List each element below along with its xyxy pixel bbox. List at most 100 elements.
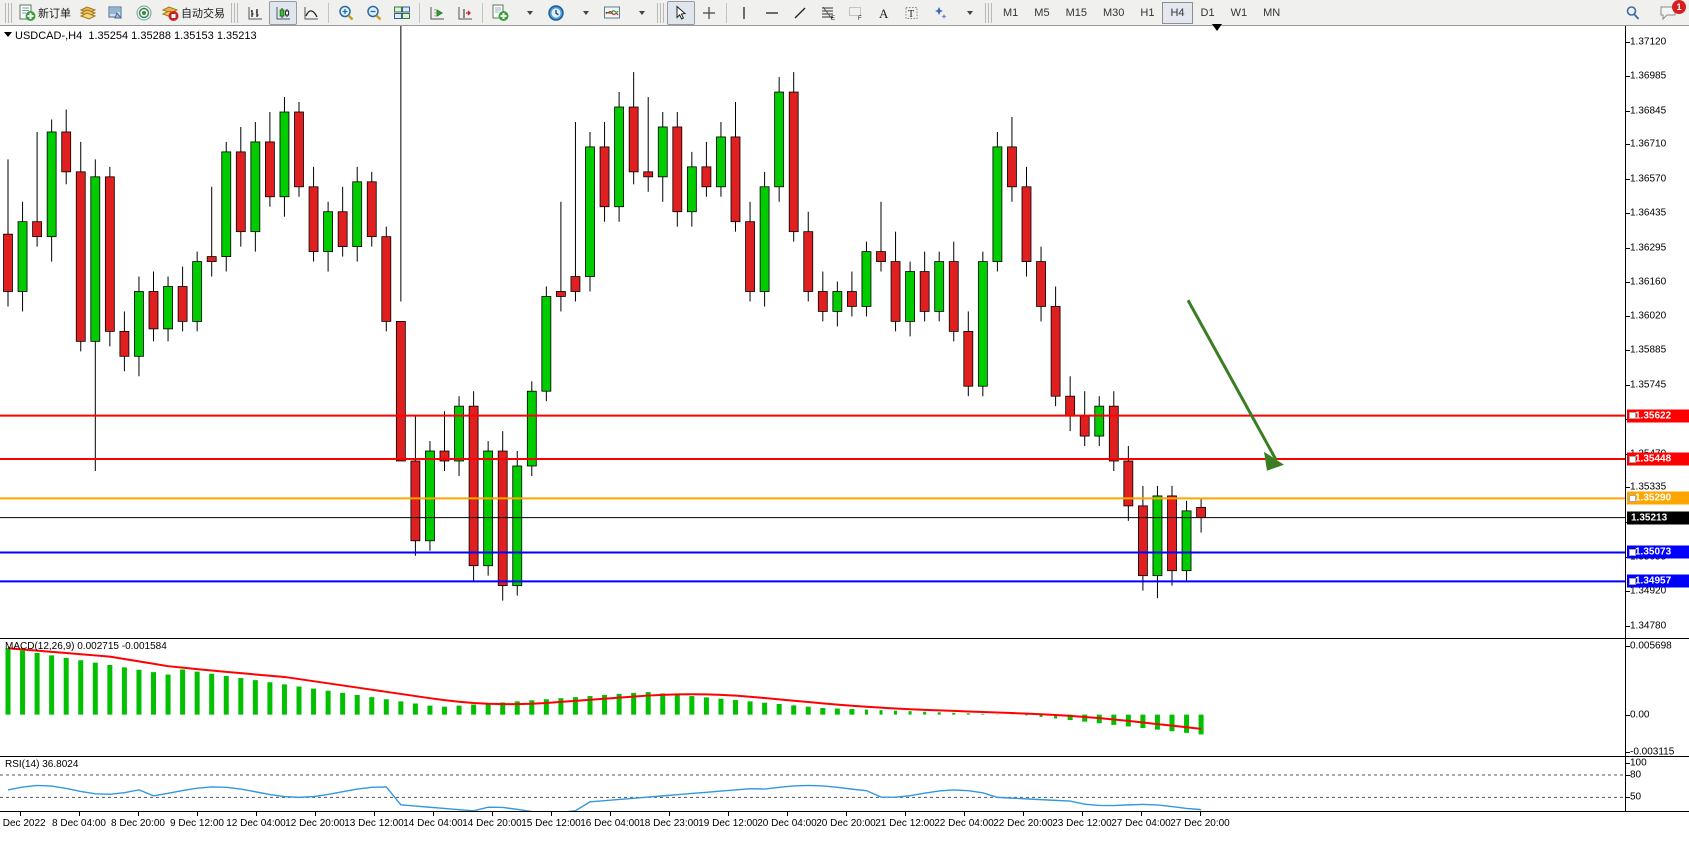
price-tick: 1.34780	[1630, 620, 1667, 632]
price-label-resistance-1[interactable]: 1.35622	[1627, 409, 1689, 423]
price-label-support-2[interactable]: 1.34957	[1627, 574, 1689, 588]
zoom-in-icon[interactable]	[332, 1, 360, 25]
level-handle[interactable]	[1629, 455, 1636, 463]
date-tick	[669, 812, 670, 816]
date-label: 23 Dec 12:00	[1052, 818, 1112, 829]
price-axis[interactable]: 1.37120 1.36985 1.36845 1.36710 1.36570 1.364…	[1625, 26, 1689, 638]
price-tick: 1.36985	[1630, 70, 1667, 82]
chevron-down-icon	[966, 10, 973, 15]
profiles-icon[interactable]	[74, 1, 102, 25]
cursor-icon[interactable]	[667, 0, 695, 25]
price-tick-mark	[1626, 179, 1630, 181]
price-tick-mark	[1626, 384, 1630, 386]
timeframe-h1[interactable]: H1	[1140, 6, 1155, 19]
price-tick-mark	[1626, 247, 1630, 249]
date-label: 20 Dec 20:00	[816, 818, 876, 829]
auto-scroll-icon[interactable]	[451, 1, 479, 25]
trendline-icon[interactable]	[786, 1, 814, 25]
price-label-resistance-2[interactable]: 1.35448	[1627, 452, 1689, 466]
timeframe-m5[interactable]: M5	[1034, 6, 1050, 19]
date-label: 21 Dec 12:00	[875, 818, 935, 829]
price-tick: 1.36710	[1630, 138, 1667, 150]
objects-icon[interactable]	[926, 1, 954, 25]
timeframe-m30[interactable]: M30	[1102, 6, 1125, 19]
shift-forward-icon[interactable]	[423, 1, 451, 25]
price-label-current-price[interactable]: 1.35213	[1627, 511, 1689, 525]
add-indicator-dropdown[interactable]	[514, 1, 542, 25]
chevron-down-icon	[526, 10, 533, 15]
toolbar-separator	[328, 2, 329, 23]
date-tick	[1082, 812, 1083, 816]
templates-dropdown[interactable]	[626, 1, 654, 25]
alerts-icon[interactable]: 1	[1655, 0, 1686, 25]
date-label: 7 Dec 2022	[0, 818, 46, 829]
chart-window[interactable]: 1.37120 1.36985 1.36845 1.36710 1.36570 1.364…	[0, 24, 1689, 863]
macd-plot-area[interactable]	[0, 639, 1625, 756]
price-tick-mark	[1626, 110, 1630, 112]
toolbar-separator-4	[726, 2, 727, 23]
market-watch-icon[interactable]	[102, 1, 130, 25]
fibonacci-icon[interactable]: E	[814, 1, 842, 25]
zoom-out-icon[interactable]	[360, 1, 388, 25]
level-handle[interactable]	[1629, 412, 1636, 420]
price-tick: 1.34920	[1630, 585, 1667, 597]
macd-pane[interactable]: 0.005698 0.00 -0.003115 MACD(12,26,9) 0.00…	[0, 638, 1689, 758]
date-tick	[905, 812, 906, 816]
templates-icon[interactable]	[598, 1, 626, 25]
price-tick-mark	[1626, 316, 1630, 318]
level-handle[interactable]	[1629, 494, 1636, 502]
date-tick	[787, 812, 788, 816]
crosshair-icon[interactable]	[695, 1, 723, 25]
candle-chart-icon[interactable]	[269, 0, 297, 25]
price-tick: 1.35745	[1630, 379, 1667, 391]
candlestick-svg	[0, 26, 1625, 601]
chart-menu-triangle-icon[interactable]	[4, 32, 12, 37]
date-tick	[492, 812, 493, 816]
period-clock-icon[interactable]	[542, 1, 570, 25]
timeframe-h4[interactable]: H4	[1162, 1, 1193, 24]
date-tick	[964, 812, 965, 816]
date-label: 12 Dec 04:00	[226, 818, 286, 829]
chevron-down-icon	[582, 10, 589, 15]
level-handle[interactable]	[1629, 577, 1636, 585]
horizontal-line-icon[interactable]	[758, 1, 786, 25]
price-label-support-1[interactable]: 1.35073	[1627, 545, 1689, 559]
vertical-line-icon[interactable]	[730, 1, 758, 25]
level-handle[interactable]	[1629, 548, 1636, 556]
timeframe-m1[interactable]: M1	[1003, 6, 1019, 19]
bar-chart-icon[interactable]	[241, 1, 269, 25]
add-indicator-icon[interactable]	[486, 1, 514, 25]
signals-icon[interactable]	[130, 1, 158, 25]
date-label: 15 Dec 12:00	[521, 818, 581, 829]
timeframe-mn[interactable]: MN	[1263, 6, 1281, 19]
date-axis[interactable]: 7 Dec 2022 8 Dec 04:00 8 Dec 20:00 9 Dec 12…	[0, 811, 1689, 863]
period-dropdown[interactable]	[570, 1, 598, 25]
autotrade-button[interactable]: 自动交易	[158, 1, 228, 25]
new-order-label: 新订单	[38, 7, 71, 20]
price-tick-mark	[1626, 212, 1630, 214]
toolbar-grip-3[interactable]	[657, 2, 664, 23]
toolbar-grip-2[interactable]	[231, 2, 238, 23]
new-order-button[interactable]: 新订单	[15, 1, 74, 25]
price-tick: 1.36295	[1630, 242, 1667, 254]
text-label-icon[interactable]: F	[842, 1, 870, 25]
tile-windows-icon[interactable]	[388, 1, 416, 25]
toolbar-separator-3	[482, 2, 483, 23]
search-icon[interactable]	[1619, 1, 1647, 25]
timeframe-w1[interactable]: W1	[1230, 6, 1248, 19]
line-chart-icon[interactable]	[297, 1, 325, 25]
price-label-pivot[interactable]: 1.35290	[1627, 491, 1689, 505]
toolbar-grip[interactable]	[5, 2, 12, 23]
objects-dropdown[interactable]	[954, 1, 982, 25]
timeframe-d1[interactable]: D1	[1200, 6, 1215, 19]
date-label: 13 Dec 12:00	[344, 818, 404, 829]
text-icon[interactable]: A	[870, 1, 898, 25]
price-tick-mark	[1626, 590, 1630, 592]
timeframe-m15[interactable]: M15	[1065, 6, 1087, 19]
macd-label: MACD(12,26,9) 0.002715 -0.001584	[5, 641, 167, 652]
toolbar-grip-4[interactable]	[985, 2, 992, 23]
price-tick: 1.35335	[1630, 481, 1667, 493]
price-plot-area[interactable]	[0, 26, 1625, 638]
price-pane[interactable]: 1.37120 1.36985 1.36845 1.36710 1.36570 1.364…	[0, 24, 1689, 638]
textbox-icon[interactable]: T	[898, 1, 926, 25]
